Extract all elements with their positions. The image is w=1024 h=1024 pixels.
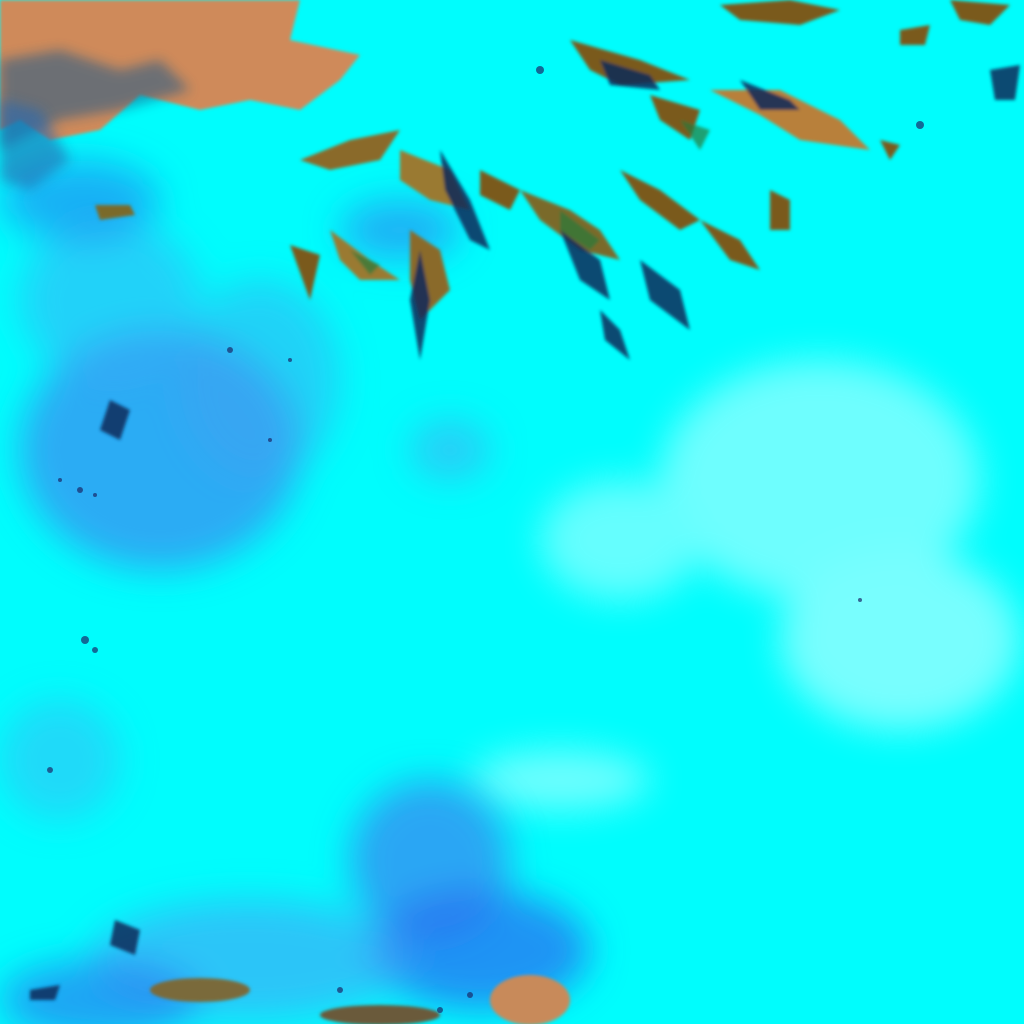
blue-regions bbox=[0, 160, 590, 1024]
ridges bbox=[30, 0, 1020, 1000]
land-top-left bbox=[0, 0, 360, 190]
haze bbox=[470, 360, 1020, 810]
specks bbox=[47, 66, 924, 1013]
land-bottom bbox=[150, 975, 570, 1024]
